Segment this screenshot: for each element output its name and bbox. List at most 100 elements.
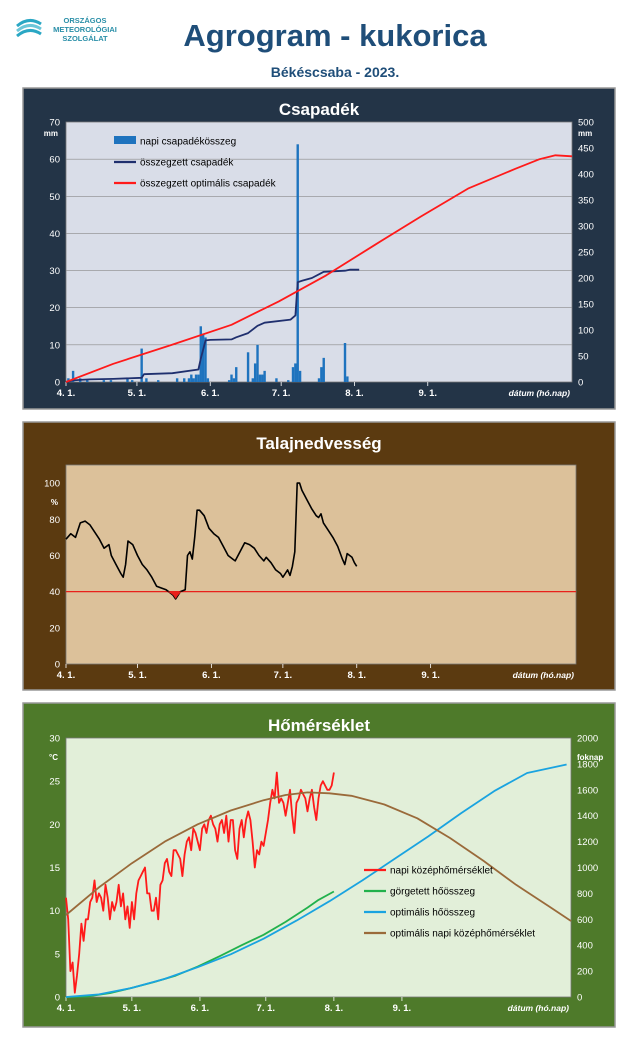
precip-bar xyxy=(287,380,290,382)
x-tick-label: 6. 1. xyxy=(201,388,220,399)
precip-bar xyxy=(102,380,106,382)
y-tick-label: 20 xyxy=(49,303,60,314)
x-tick-label: 5. 1. xyxy=(128,388,147,399)
precip-bar xyxy=(263,370,266,382)
precip-bar xyxy=(256,344,259,382)
precip-bar xyxy=(192,378,195,382)
y-tick-label: 30 xyxy=(49,734,60,745)
chart-title: Csapadék xyxy=(279,100,360,119)
series-line-3 xyxy=(65,763,567,998)
precipitation-chart: Csapadék010203040506070mm050100150200250… xyxy=(22,87,616,410)
y-tick-label: 50 xyxy=(49,192,60,203)
precip-bar xyxy=(194,374,198,382)
x-tick-label: 4. 1. xyxy=(57,670,76,681)
y2-tick-label: 100 xyxy=(578,326,594,337)
series-line-2 xyxy=(65,268,360,383)
precip-bar xyxy=(71,370,75,382)
y2-tick-label: 200 xyxy=(577,967,593,978)
precip-bar xyxy=(187,378,191,382)
y-tick-label: 60 xyxy=(49,551,60,562)
x-tick-label: 7. 1. xyxy=(274,670,293,681)
y2-tick-label: 0 xyxy=(578,378,583,389)
y-tick-label: 30 xyxy=(49,266,60,277)
y-tick-label: 20 xyxy=(49,820,60,831)
y-tick-label: 20 xyxy=(49,623,60,634)
series-line-1 xyxy=(65,482,358,600)
x-tick-label: 6. 1. xyxy=(191,1003,210,1014)
legend-label: optimális napi középhőmérséklet xyxy=(390,929,535,940)
x-axis-label: dátum (hó.nap) xyxy=(513,670,575,680)
x-tick-label: 9. 1. xyxy=(421,670,440,681)
y2-tick-label: 350 xyxy=(578,196,594,207)
x-tick-label: 5. 1. xyxy=(128,670,147,681)
precip-bar xyxy=(232,378,236,382)
legend-label: optimális hőösszeg xyxy=(390,908,475,919)
precip-bar xyxy=(246,352,250,382)
y2-unit-label: foknap xyxy=(577,753,603,762)
legend-label: összegzett optimális csapadék xyxy=(140,179,277,190)
y2-tick-label: 800 xyxy=(577,889,593,900)
precip-bar xyxy=(204,337,207,382)
precip-bar xyxy=(227,380,231,382)
precip-bar xyxy=(251,378,254,382)
x-tick-label: 7. 1. xyxy=(257,1003,276,1014)
legend-label: napi csapadékösszeg xyxy=(140,137,236,148)
page-subtitle: Békéscsaba - 2023. xyxy=(270,64,400,80)
precip-bar xyxy=(291,367,295,382)
logo-line-2: METEOROLÓGIAI xyxy=(53,25,117,34)
y2-tick-label: 400 xyxy=(578,170,594,181)
omsz-logo: ORSZÁGOS METEOROLÓGIAI SZOLGÁLAT xyxy=(14,14,124,54)
y2-tick-label: 1200 xyxy=(577,837,598,848)
precip-bar xyxy=(322,357,325,382)
y2-tick-label: 150 xyxy=(578,300,594,311)
y2-tick-label: 600 xyxy=(577,915,593,926)
precip-bar xyxy=(183,378,186,382)
precip-bar xyxy=(86,380,89,382)
y-tick-label: 25 xyxy=(49,777,60,788)
legend-label: görgetett hőösszeg xyxy=(390,887,475,898)
precip-bar xyxy=(317,378,321,382)
precip-bar xyxy=(296,144,299,382)
legend-swatch-bar xyxy=(114,136,136,144)
series-line-4 xyxy=(65,791,572,922)
precip-bar xyxy=(261,374,264,382)
precip-bar xyxy=(175,378,179,382)
y2-tick-label: 1400 xyxy=(577,811,598,822)
y2-tick-label: 0 xyxy=(577,993,582,1004)
precip-bar xyxy=(140,348,143,382)
y2-tick-label: 200 xyxy=(578,274,594,285)
y-tick-label: 10 xyxy=(49,906,60,917)
precip-bar xyxy=(294,363,297,382)
y2-tick-label: 1600 xyxy=(577,785,598,796)
y2-tick-label: 2000 xyxy=(577,734,598,745)
x-tick-label: 6. 1. xyxy=(202,670,221,681)
temperature-chart: Hőmérséklet 0 5 10 15 20 25 30 °C 0 200 400 600 800 10… xyxy=(22,702,616,1028)
x-tick-label: 9. 1. xyxy=(419,388,438,399)
precip-bar xyxy=(131,380,134,382)
precip-bar xyxy=(199,326,202,382)
x-tick-label: 8. 1. xyxy=(325,1003,344,1014)
y-tick-label: 0 xyxy=(55,993,60,1004)
legend-label: összegzett csapadék xyxy=(140,158,234,169)
precip-bar xyxy=(230,374,233,382)
below-threshold-area xyxy=(167,591,182,599)
y-tick-label: 0 xyxy=(55,660,60,671)
y2-tick-label: 50 xyxy=(578,352,589,363)
precip-bar xyxy=(126,378,129,382)
legend-label: napi középhőmérséklet xyxy=(390,866,493,877)
y2-tick-label: 1800 xyxy=(577,759,598,770)
precip-bar xyxy=(258,374,262,382)
precip-bar xyxy=(206,378,210,382)
logo-line-1: ORSZÁGOS xyxy=(63,16,107,25)
precip-bar xyxy=(253,363,257,382)
precip-bar xyxy=(343,343,347,382)
x-tick-label: 5. 1. xyxy=(123,1003,142,1014)
x-axis-label: dátum (hó.nap) xyxy=(508,1003,570,1013)
y2-tick-label: 1000 xyxy=(577,863,598,874)
x-tick-label: 9. 1. xyxy=(393,1003,412,1014)
precip-bar xyxy=(346,376,349,382)
logo-text: ORSZÁGOS METEOROLÓGIAI SZOLGÁLAT xyxy=(50,16,120,43)
page-title: Agrogram - kukorica xyxy=(183,18,487,53)
header: ORSZÁGOS METEOROLÓGIAI SZOLGÁLAT Agrogra… xyxy=(0,0,640,86)
x-tick-label: 8. 1. xyxy=(345,388,364,399)
